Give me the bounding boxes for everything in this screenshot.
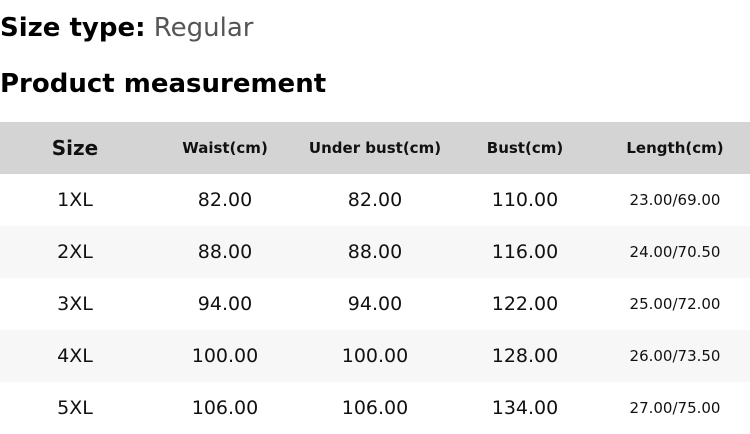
cell-under-bust: 82.00 — [347, 189, 403, 211]
cell-waist: 88.00 — [197, 241, 253, 263]
cell-length: 26.00/73.50 — [629, 347, 721, 365]
header-waist: Waist(cm) — [182, 139, 268, 157]
header-size: Size — [51, 136, 99, 160]
cell-size: 3XL — [57, 293, 93, 315]
header-under-bust: Under bust(cm) — [308, 139, 442, 157]
section-heading: Product measurement — [0, 69, 327, 99]
table-header-row: Size Waist(cm) Under bust(cm) Bust(cm) L… — [0, 122, 750, 174]
cell-bust: 128.00 — [491, 345, 559, 367]
cell-size: 4XL — [57, 345, 93, 367]
cell-under-bust: 100.00 — [341, 345, 409, 367]
cell-waist: 100.00 — [191, 345, 259, 367]
cell-under-bust: 94.00 — [347, 293, 403, 315]
header-bust: Bust(cm) — [486, 139, 564, 157]
cell-length: 25.00/72.00 — [629, 295, 721, 313]
cell-waist: 106.00 — [191, 397, 259, 419]
cell-length: 27.00/75.00 — [629, 399, 721, 417]
cell-bust: 110.00 — [491, 189, 559, 211]
cell-bust: 116.00 — [491, 241, 559, 263]
cell-length: 23.00/69.00 — [629, 191, 721, 209]
cell-waist: 82.00 — [197, 189, 253, 211]
table-row: 1XL 82.00 82.00 110.00 23.00/69.00 — [0, 174, 750, 226]
cell-bust: 134.00 — [491, 397, 559, 419]
cell-size: 2XL — [57, 241, 93, 263]
cell-under-bust: 88.00 — [347, 241, 403, 263]
cell-size: 5XL — [57, 397, 93, 419]
size-type-value: Regular — [153, 13, 254, 43]
cell-under-bust: 106.00 — [341, 397, 409, 419]
cell-size: 1XL — [57, 189, 93, 211]
size-type-label: Size type: — [0, 13, 146, 43]
size-type: Size type: Regular — [0, 11, 253, 45]
table-row: 5XL 106.00 106.00 134.00 27.00/75.00 — [0, 382, 750, 434]
table-row: 3XL 94.00 94.00 122.00 25.00/72.00 — [0, 278, 750, 330]
table-row: 2XL 88.00 88.00 116.00 24.00/70.50 — [0, 226, 750, 278]
header-length: Length(cm) — [626, 139, 724, 157]
cell-bust: 122.00 — [491, 293, 559, 315]
cell-waist: 94.00 — [197, 293, 253, 315]
cell-length: 24.00/70.50 — [629, 243, 721, 261]
table-row: 4XL 100.00 100.00 128.00 26.00/73.50 — [0, 330, 750, 382]
measurement-table: Size Waist(cm) Under bust(cm) Bust(cm) L… — [0, 122, 750, 434]
